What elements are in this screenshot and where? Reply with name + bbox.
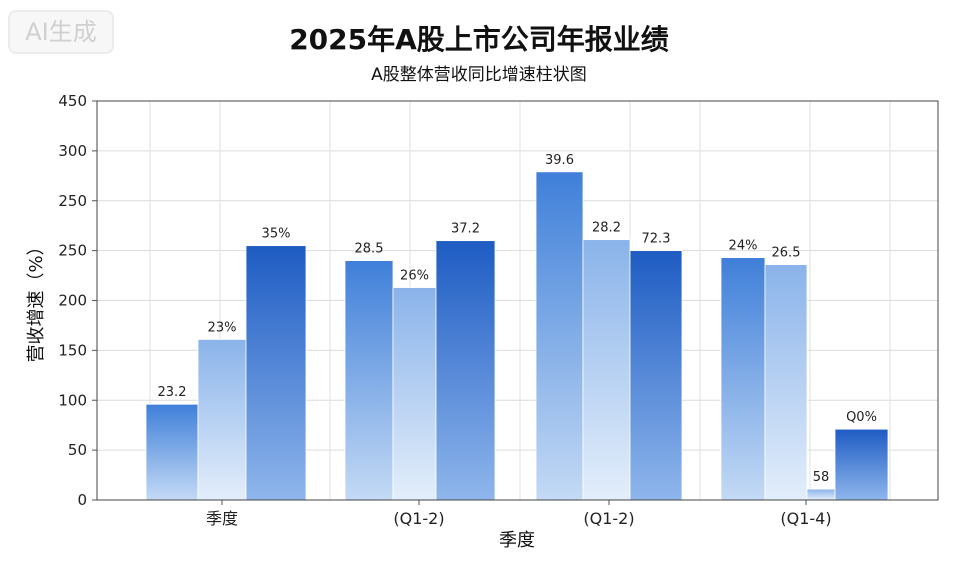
chart-title: 2025年A股上市公司年报业绩 [289,23,669,56]
bar [629,250,683,501]
bar [435,240,496,501]
y-axis-label: 营收增速（%） [26,237,47,362]
chart-subtitle: A股整体营收同比增速柱状图 [371,65,587,85]
y-tick-label: 150 [58,341,87,359]
bar-value-label: 28.2 [592,221,621,236]
y-tick-label: 0 [77,491,87,509]
bar-value-label: 28.5 [355,242,384,257]
bar-value-label: 58 [813,470,830,485]
bar [806,488,836,501]
bar [245,245,307,501]
y-tick-label: 250 [58,192,87,210]
x-tick-label: 季度 [206,509,238,528]
bar-value-label: 39.6 [545,153,574,168]
x-tick-label: (Q1-4) [780,509,831,528]
bar [535,171,584,501]
x-tick-label: (Q1-2) [583,509,634,528]
y-tick-label: 300 [58,142,87,160]
x-tick-label: (Q1-2) [393,509,444,528]
bar-value-label: 26.5 [772,246,801,261]
bar [145,403,199,501]
bar-value-label: 23.2 [158,385,187,400]
bar-value-label: Q0% [846,410,877,425]
bar-value-label: 37.2 [451,222,480,237]
y-tick-label: 50 [68,441,87,459]
y-tick-label: 250 [58,242,87,260]
bar [834,428,889,501]
x-axis-label: 季度 [499,530,535,551]
bar-value-label: 35% [262,227,291,242]
bar [764,264,808,501]
bar-value-label: 24% [729,239,758,254]
bar [197,339,247,501]
bar-value-label: 23% [208,320,237,335]
bar [392,287,437,501]
bar [344,260,394,501]
y-tick-label: 450 [58,92,87,110]
y-tick-label: 100 [58,391,87,409]
ai-generated-watermark: AI生成 [8,10,114,54]
bar [720,257,766,501]
bar-value-label: 26% [400,269,429,284]
bar-value-label: 72.3 [642,232,671,247]
y-tick-label: 200 [58,292,87,310]
bar [582,239,631,501]
plot-border [96,100,939,501]
